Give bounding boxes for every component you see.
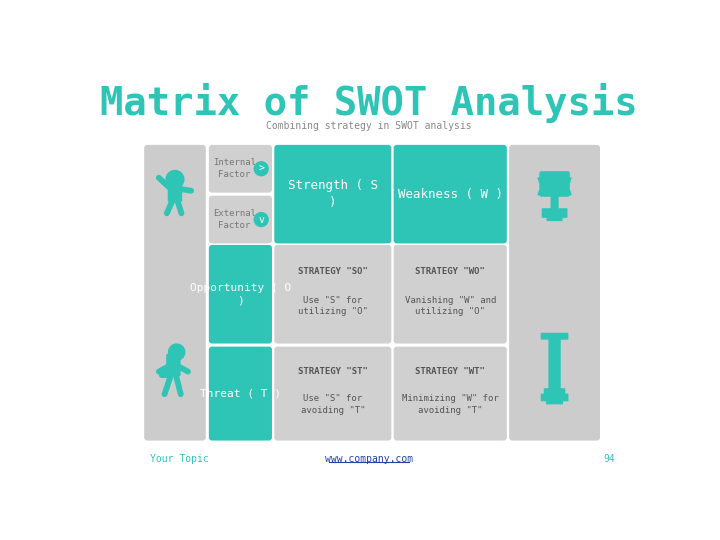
FancyBboxPatch shape (539, 171, 570, 197)
Text: STRATEGY "WO": STRATEGY "WO" (415, 267, 485, 276)
FancyBboxPatch shape (541, 208, 567, 218)
Text: >: > (258, 164, 264, 174)
Text: 94: 94 (603, 454, 616, 464)
FancyBboxPatch shape (159, 368, 172, 378)
FancyBboxPatch shape (541, 394, 568, 401)
Text: Matrix of SWOT Analysis: Matrix of SWOT Analysis (100, 83, 638, 123)
Text: Your Topic: Your Topic (150, 454, 208, 464)
Text: External
Factor: External Factor (212, 209, 256, 230)
FancyBboxPatch shape (394, 145, 507, 244)
FancyBboxPatch shape (546, 399, 563, 404)
Text: Use "S" for
utilizing "O": Use "S" for utilizing "O" (298, 296, 368, 316)
FancyBboxPatch shape (394, 347, 507, 441)
Text: STRATEGY "SO": STRATEGY "SO" (298, 267, 368, 276)
Text: Combining strategy in SWOT analysis: Combining strategy in SWOT analysis (266, 122, 472, 131)
FancyBboxPatch shape (144, 145, 206, 441)
Text: Use "S" for
avoiding "T": Use "S" for avoiding "T" (300, 394, 365, 415)
Circle shape (254, 213, 268, 226)
FancyBboxPatch shape (209, 195, 272, 244)
Circle shape (254, 162, 268, 176)
Text: www.company.com: www.company.com (325, 454, 413, 464)
FancyBboxPatch shape (209, 245, 272, 343)
FancyBboxPatch shape (209, 347, 272, 441)
FancyBboxPatch shape (274, 145, 392, 244)
FancyBboxPatch shape (541, 333, 568, 340)
FancyBboxPatch shape (549, 338, 561, 390)
Circle shape (168, 344, 185, 360)
FancyBboxPatch shape (274, 347, 392, 441)
Text: Opportunity ( O
): Opportunity ( O ) (190, 282, 291, 306)
FancyBboxPatch shape (509, 145, 600, 441)
Text: STRATEGY "ST": STRATEGY "ST" (298, 368, 368, 376)
Text: Strength ( S
): Strength ( S ) (288, 179, 378, 209)
FancyBboxPatch shape (544, 388, 565, 396)
FancyBboxPatch shape (551, 192, 559, 211)
Text: STRATEGY "WT": STRATEGY "WT" (415, 368, 485, 376)
Text: Threat ( T ): Threat ( T ) (200, 389, 281, 399)
FancyBboxPatch shape (394, 245, 507, 343)
FancyBboxPatch shape (274, 245, 392, 343)
FancyBboxPatch shape (168, 181, 182, 202)
Text: Minimizing "W" for
avoiding "T": Minimizing "W" for avoiding "T" (402, 394, 499, 415)
Text: Internal
Factor: Internal Factor (212, 158, 256, 179)
FancyBboxPatch shape (166, 354, 181, 376)
Text: Vanishing "W" and
utilizing "O": Vanishing "W" and utilizing "O" (405, 296, 496, 316)
FancyBboxPatch shape (209, 145, 272, 193)
Text: v: v (258, 214, 264, 225)
Circle shape (166, 171, 184, 188)
FancyBboxPatch shape (546, 215, 562, 221)
Text: Weakness ( W ): Weakness ( W ) (397, 188, 503, 201)
